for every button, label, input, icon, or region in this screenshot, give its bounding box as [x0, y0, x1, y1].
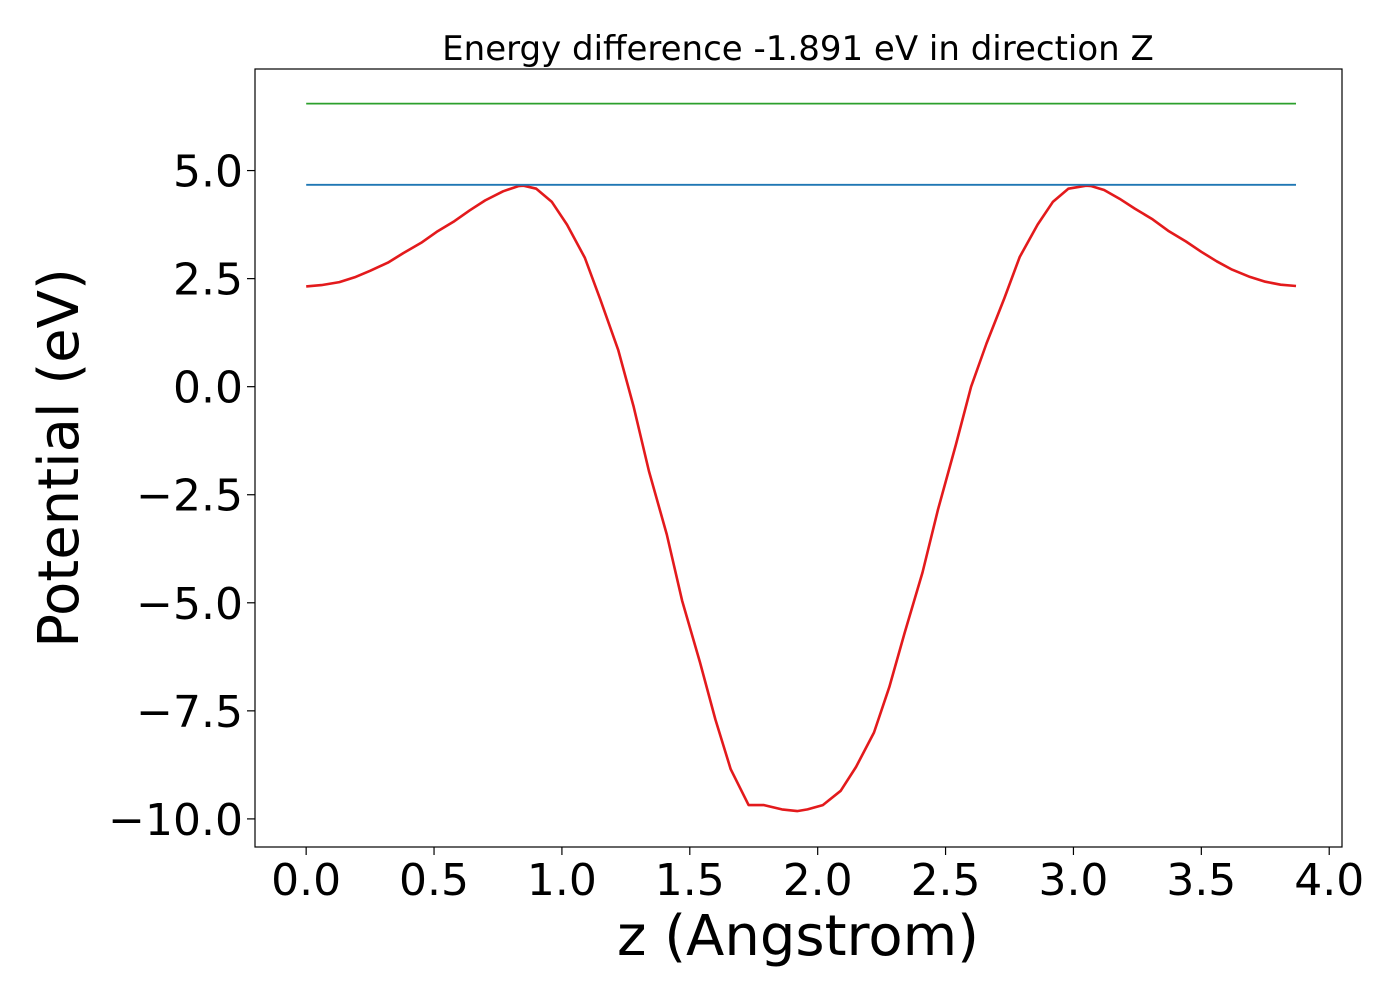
y-tick-label: 0.0: [173, 363, 243, 414]
y-tick-label: −7.5: [136, 687, 243, 738]
x-tick-label: 4.0: [1294, 855, 1364, 906]
x-tick-label: 3.5: [1166, 855, 1236, 906]
y-tick-label: −2.5: [136, 471, 243, 522]
series-layer: [306, 102, 1297, 813]
y-tick-label: 2.5: [173, 255, 243, 306]
x-tick-label: 1.5: [655, 855, 725, 906]
y-tick-label: −10.0: [108, 795, 243, 846]
x-tick-label: 0.5: [399, 855, 469, 906]
x-tick-label: 1.0: [527, 855, 597, 906]
y-axis-ticks: 5.0 2.5 0.0 −2.5 −5.0 −7.5 −10.0: [108, 147, 255, 846]
x-tick-label: 2.0: [783, 855, 853, 906]
y-tick-label: −5.0: [136, 579, 243, 630]
chart-title: Energy difference -1.891 eV in direction…: [442, 29, 1154, 69]
x-axis-ticks: 0.0 0.5 1.0 1.5 2.0 2.5 3.0 3.5 4.0: [271, 847, 1364, 906]
y-tick-label: 5.0: [173, 147, 243, 198]
potential-curve-line: [306, 184, 1297, 813]
x-axis-label: z (Angstrom): [617, 904, 979, 969]
x-tick-label: 2.5: [911, 855, 981, 906]
x-tick-label: 0.0: [271, 855, 341, 906]
plot-area-frame: [254, 68, 1343, 848]
x-tick-label: 3.0: [1038, 855, 1108, 906]
y-axis-label: Potential (eV): [27, 268, 92, 648]
